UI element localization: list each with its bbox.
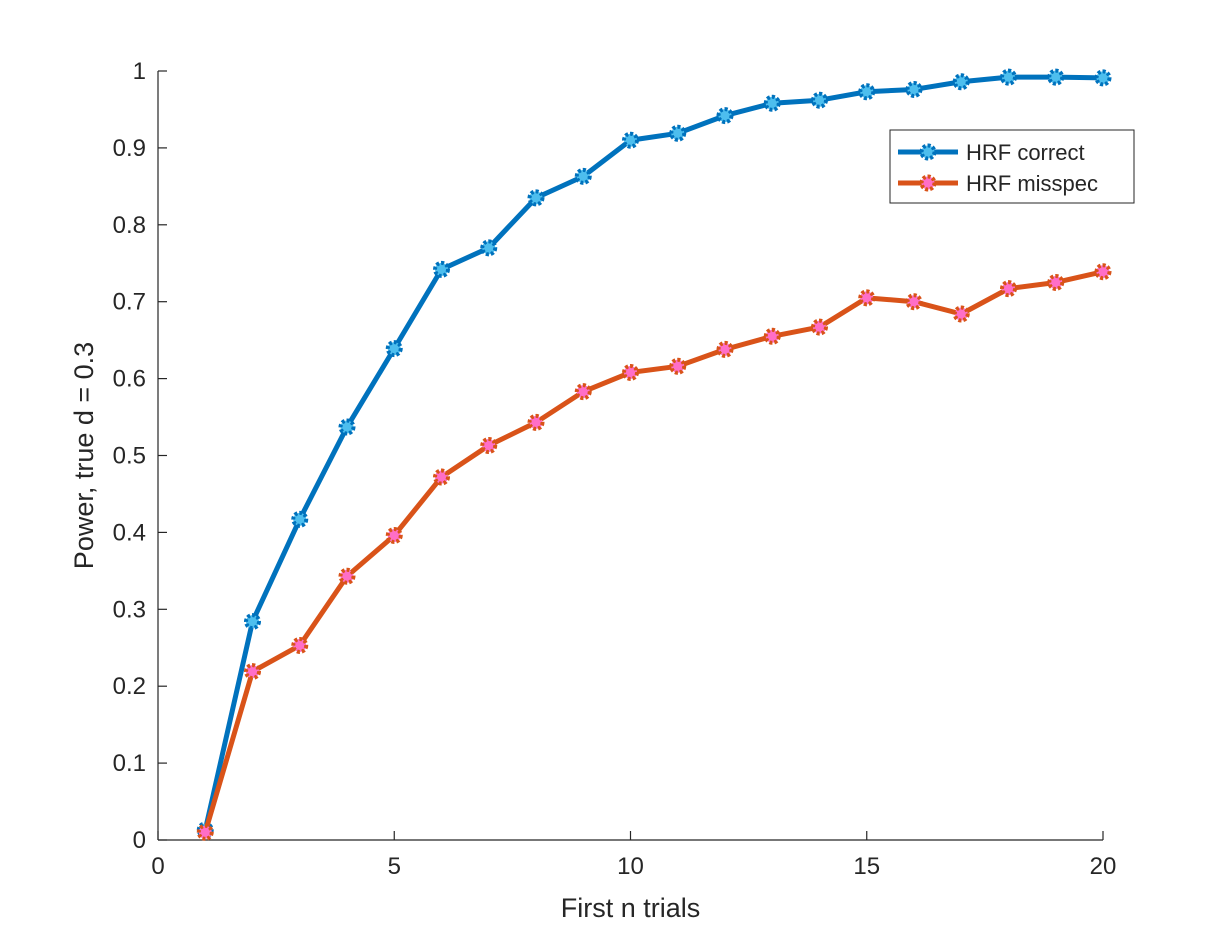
data-point [480, 437, 498, 455]
y-tick-label: 0.9 [113, 135, 146, 162]
data-point [952, 73, 970, 91]
data-point [1047, 273, 1065, 291]
y-tick-label: 0.6 [113, 366, 146, 393]
data-point [763, 94, 781, 112]
data-point [244, 663, 261, 681]
data-point [291, 636, 309, 654]
axes: 0 5 10 15 20 0 0.1 0.2 0.3 0.4 0.5 0.6 0.7 0.8 0.9 1 [113, 58, 1117, 880]
x-tick-label: 20 [1090, 853, 1117, 880]
y-tick-label: 0 [133, 827, 146, 854]
legend-marker [919, 174, 937, 192]
data-point [905, 80, 923, 98]
data-point [385, 340, 403, 358]
data-point [716, 340, 734, 358]
y-tick-label: 0.8 [113, 212, 146, 239]
data-point [433, 260, 450, 278]
data-point [811, 318, 828, 336]
data-point [905, 293, 923, 311]
data-point [1047, 68, 1065, 86]
data-point [622, 363, 639, 381]
data-point [385, 526, 403, 544]
series-layer [196, 68, 1112, 841]
data-point [574, 167, 592, 185]
data-point [1094, 69, 1112, 87]
y-tick-label: 0.3 [113, 596, 146, 623]
x-tick-label: 5 [388, 853, 401, 880]
data-point [669, 357, 687, 375]
data-point [527, 413, 545, 431]
data-point [338, 418, 356, 436]
x-tick-label: 15 [853, 853, 880, 880]
series-1 [196, 263, 1112, 841]
data-point [763, 327, 781, 345]
legend-marker [919, 143, 937, 161]
data-point [196, 823, 214, 841]
y-tick-label: 0.7 [113, 289, 146, 316]
y-tick-label: 0.1 [113, 750, 146, 777]
data-point [858, 289, 876, 307]
data-point [858, 83, 876, 101]
data-point [1000, 280, 1017, 298]
x-axis-label: First n trials [561, 893, 701, 923]
y-tick-label: 0.4 [113, 519, 146, 546]
data-point [952, 305, 970, 323]
y-tick-label: 0.2 [113, 673, 146, 700]
data-point [1000, 68, 1017, 86]
legend-item: HRF correct [898, 140, 1085, 165]
data-point [811, 91, 828, 109]
data-point [669, 124, 687, 142]
data-point [244, 613, 261, 631]
data-point [480, 239, 498, 257]
x-tick-label: 10 [617, 853, 644, 880]
data-point [527, 189, 545, 207]
data-point [574, 383, 592, 401]
data-point [338, 567, 356, 585]
x-tick-label: 0 [151, 853, 164, 880]
data-point [716, 107, 734, 125]
legend-item: HRF misspec [898, 171, 1098, 196]
y-tick-label: 0.5 [113, 443, 146, 470]
legend-label: HRF correct [966, 140, 1085, 165]
legend: HRF correct HRF misspec [889, 129, 1135, 204]
data-point [622, 131, 639, 149]
data-point [291, 510, 309, 528]
series-0 [196, 68, 1112, 839]
series-line [202, 74, 1104, 831]
y-axis-label: Power, true d = 0.3 [69, 342, 99, 569]
legend-label: HRF misspec [966, 171, 1098, 196]
data-point [433, 468, 450, 486]
series-line [202, 269, 1104, 834]
y-tick-label: 1 [133, 58, 146, 85]
data-point [1094, 263, 1112, 281]
